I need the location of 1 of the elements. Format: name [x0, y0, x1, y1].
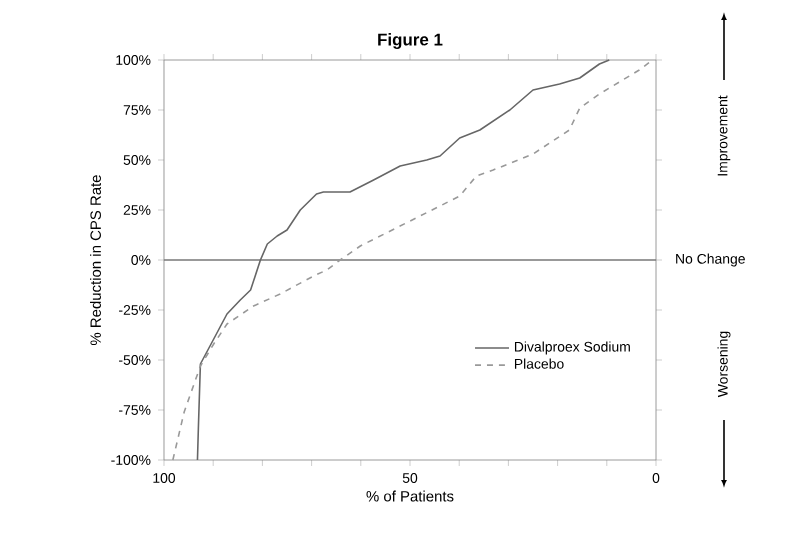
chart-title: Figure 1: [378, 33, 443, 49]
